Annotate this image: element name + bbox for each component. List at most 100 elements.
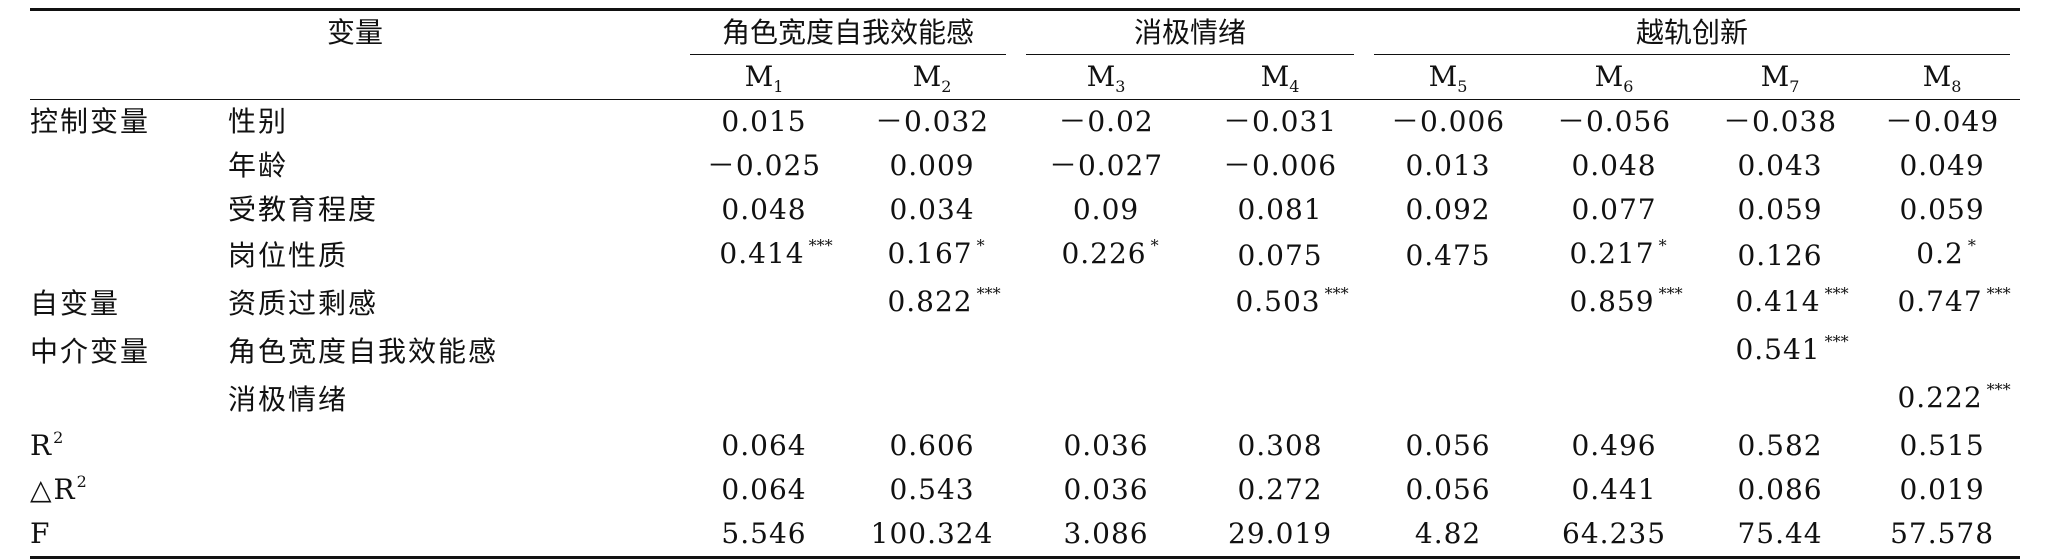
table-cell: 0.226 * bbox=[1061, 236, 1159, 270]
table-cell: 0.582 bbox=[1737, 429, 1823, 462]
table-cell: 0.013 bbox=[1364, 144, 1532, 188]
table-cell: 0.822 *** bbox=[887, 284, 1001, 318]
cell-value: 0.092 bbox=[1405, 193, 1491, 226]
cell-value: 0.859 bbox=[1569, 285, 1655, 318]
table-row: 年龄 －0.025 0.009 －0.027 －0.006 0.013 0.048 0.043… bbox=[30, 144, 2020, 188]
group-header-deviant-innovation: 越轨创新 bbox=[1364, 8, 2021, 55]
row-variable: 角色宽度自我效能感 bbox=[228, 335, 499, 368]
row-category bbox=[30, 232, 228, 280]
table-row: 控制变量 性别 0.015 －0.032 －0.02 －0.031 －0.006 －0.056… bbox=[30, 100, 2020, 145]
model-header: M4 bbox=[1196, 55, 1365, 100]
table-cell: 29.019 bbox=[1196, 512, 1365, 559]
group-label: 越轨创新 bbox=[1636, 16, 1749, 49]
table-cell bbox=[1016, 376, 1196, 424]
table-row: 自变量 资质过剩感 0.822 *** 0.503 *** 0.859 *** 0.414 ***… bbox=[30, 280, 2020, 328]
table-cell: －0.02 bbox=[1016, 100, 1196, 145]
table-cell: 0.075 bbox=[1196, 232, 1364, 280]
table-cell: 0.126 bbox=[1696, 232, 1864, 280]
table-cell: 0.056 bbox=[1405, 473, 1491, 506]
group-underline bbox=[1026, 54, 1355, 55]
table-cell bbox=[1364, 376, 1532, 424]
cell-value: －0.049 bbox=[1884, 105, 2000, 138]
model-header: M7 bbox=[1696, 55, 1865, 100]
row-variable: 岗位性质 bbox=[228, 239, 349, 272]
cell-value: 0.126 bbox=[1737, 239, 1823, 272]
table-cell: 0.059 bbox=[1864, 188, 2020, 232]
cell-value: 0.09 bbox=[1072, 193, 1140, 226]
group-header-role-breadth-self-efficacy: 角色宽度自我效能感 bbox=[680, 8, 1017, 55]
cell-value: －0.032 bbox=[874, 105, 990, 138]
row-variable: 性别 bbox=[228, 105, 289, 138]
table-cell: －0.038 bbox=[1696, 100, 1864, 145]
group-header-negative-emotion: 消极情绪 bbox=[1016, 8, 1365, 55]
table-cell: 0.043 bbox=[1696, 144, 1864, 188]
table-cell: －0.006 bbox=[1364, 100, 1532, 145]
cell-value: 0.059 bbox=[1737, 193, 1823, 226]
row-category: 控制变量 bbox=[30, 105, 151, 138]
cell-value: 0.075 bbox=[1237, 239, 1323, 272]
table-cell: －0.049 bbox=[1864, 100, 2020, 145]
stat-label-delta-r2: △R2 bbox=[30, 472, 89, 506]
table-cell: 5.546 bbox=[680, 512, 849, 559]
table-cell: 0.056 bbox=[1405, 429, 1491, 462]
table-cell bbox=[1364, 280, 1532, 328]
stat-label-r2: R2 bbox=[30, 428, 66, 462]
table-cell bbox=[680, 328, 848, 376]
table-cell: 0.747 *** bbox=[1897, 284, 2011, 318]
table-cell: 0.308 bbox=[1237, 429, 1323, 462]
table-cell bbox=[1196, 328, 1364, 376]
model-header: M3 bbox=[1016, 55, 1197, 100]
row-category bbox=[30, 376, 228, 424]
cell-value: 0.043 bbox=[1737, 149, 1823, 182]
model-header: M2 bbox=[848, 55, 1017, 100]
table-cell: 0.019 bbox=[1899, 473, 1985, 506]
table-cell: 0.606 bbox=[889, 429, 975, 462]
table-cell bbox=[848, 376, 1016, 424]
header-row-models: M1 M2 M3 M4 M5 M6 M7 M8 bbox=[30, 55, 2021, 100]
table-cell: －0.032 bbox=[848, 100, 1016, 145]
table-cell bbox=[1696, 376, 1864, 424]
row-category bbox=[30, 188, 228, 232]
cell-value: 0.015 bbox=[721, 105, 807, 138]
table-cell: －0.025 bbox=[680, 144, 848, 188]
model-header: M8 bbox=[1864, 55, 2021, 100]
table-cell bbox=[1364, 328, 1532, 376]
table-cell: 0.092 bbox=[1364, 188, 1532, 232]
cell-value: 0.822 bbox=[887, 285, 973, 318]
cell-value: －0.056 bbox=[1556, 105, 1672, 138]
table-cell: 0.036 bbox=[1063, 429, 1149, 462]
cell-value: －0.025 bbox=[706, 149, 822, 182]
cell-value: －0.02 bbox=[1058, 105, 1154, 138]
cell-value: 0.048 bbox=[1571, 149, 1657, 182]
cell-value: 0.049 bbox=[1899, 149, 1985, 182]
row-variable: 消极情绪 bbox=[228, 383, 349, 416]
model-header: M5 bbox=[1364, 55, 1533, 100]
table-row: 中介变量 角色宽度自我效能感 0.541 *** bbox=[30, 328, 2020, 376]
variable-header: 变量 bbox=[30, 8, 681, 100]
row-category bbox=[30, 144, 228, 188]
table-cell bbox=[1864, 328, 2020, 376]
table-cell: 0.077 bbox=[1532, 188, 1696, 232]
table-cell: 0.048 bbox=[1532, 144, 1696, 188]
model-header: M6 bbox=[1532, 55, 1697, 100]
table-cell: 0.543 bbox=[889, 473, 975, 506]
cell-value: 0.475 bbox=[1405, 239, 1491, 272]
cell-value: 0.222 bbox=[1897, 381, 1983, 414]
stat-row-f: F 5.546 100.324 3.086 29.019 4.82 64.235… bbox=[30, 512, 2021, 559]
table-cell: 75.44 bbox=[1696, 512, 1865, 559]
table-cell bbox=[1532, 328, 1696, 376]
group-underline bbox=[690, 54, 1007, 55]
table-cell: 0.048 bbox=[680, 188, 848, 232]
table-cell bbox=[1016, 328, 1196, 376]
row-category: 自变量 bbox=[30, 287, 121, 320]
row-variable: 年龄 bbox=[228, 149, 289, 182]
row-variable: 资质过剩感 bbox=[228, 287, 379, 320]
table-cell: －0.031 bbox=[1196, 100, 1364, 145]
table-row: 岗位性质 0.414 *** 0.167 * 0.226 * 0.075 0.475 0.217 *… bbox=[30, 232, 2020, 280]
cell-value: －0.006 bbox=[1390, 105, 1506, 138]
stat-label-f: F bbox=[30, 512, 681, 559]
cell-value: 0.414 bbox=[1735, 285, 1821, 318]
cell-value: －0.027 bbox=[1048, 149, 1164, 182]
cell-value: 0.034 bbox=[889, 193, 975, 226]
